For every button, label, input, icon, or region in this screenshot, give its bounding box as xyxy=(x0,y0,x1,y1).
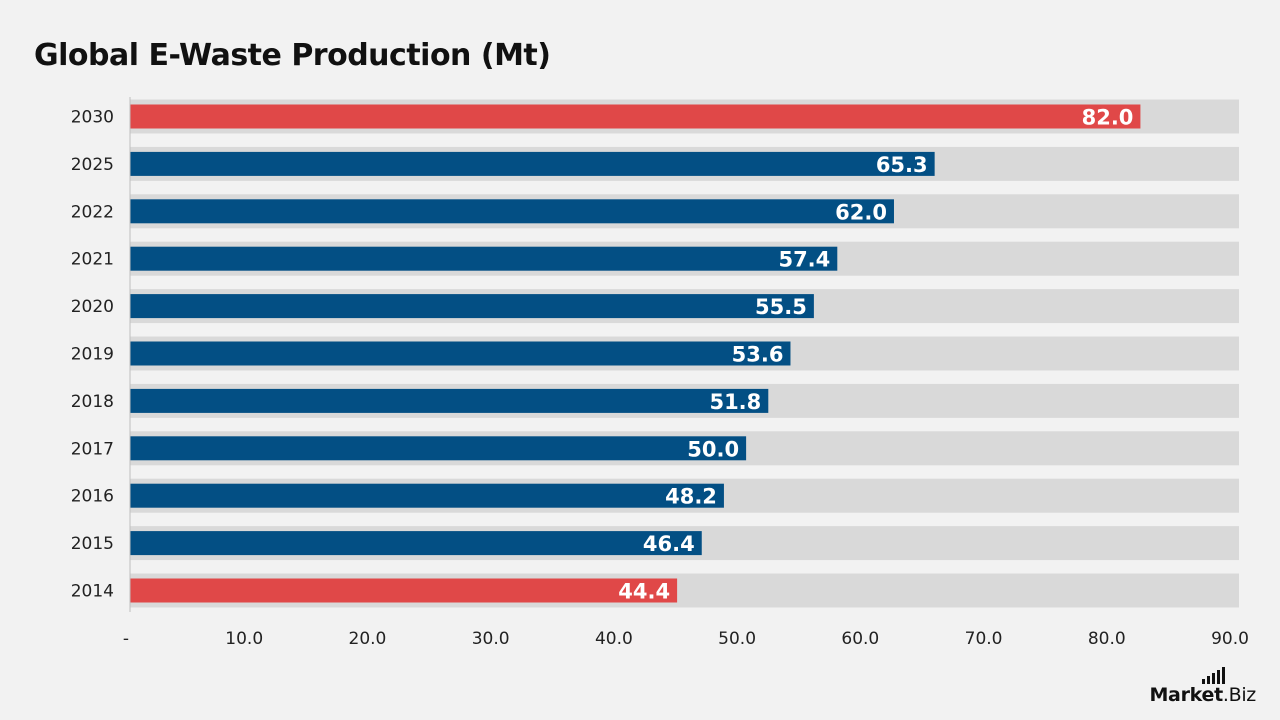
data-label-2030: 82.0 xyxy=(1082,106,1134,130)
bar-2018 xyxy=(130,388,769,413)
category-label-2021: 2021 xyxy=(71,250,114,270)
data-label-2022: 62.0 xyxy=(835,200,887,224)
bar-2014 xyxy=(130,578,678,603)
data-label-2014: 44.4 xyxy=(618,580,670,604)
x-tick-label-40-0: 40.0 xyxy=(595,629,633,649)
category-label-2025: 2025 xyxy=(71,155,114,175)
bar-2019 xyxy=(130,341,791,366)
data-label-2020: 55.5 xyxy=(755,295,807,319)
bar-2030 xyxy=(130,104,1141,129)
data-label-2017: 50.0 xyxy=(687,437,739,461)
bar-2016 xyxy=(130,483,724,508)
bar-2020 xyxy=(130,294,814,319)
bar-2021 xyxy=(130,246,838,271)
logo-suffix: .Biz xyxy=(1222,684,1256,706)
data-label-2019: 53.6 xyxy=(732,343,784,367)
data-label-2018: 51.8 xyxy=(709,390,761,414)
category-label-2022: 2022 xyxy=(71,202,114,222)
category-label-2019: 2019 xyxy=(71,345,114,365)
data-label-2015: 46.4 xyxy=(643,532,695,556)
x-tick-label-90-0: 90.0 xyxy=(1211,629,1249,649)
x-tick-label-30-0: 30.0 xyxy=(472,629,510,649)
category-label-2030: 2030 xyxy=(71,108,114,128)
marketbiz-logo: Market.Biz xyxy=(1149,667,1256,706)
logo-name: Market xyxy=(1149,684,1223,706)
chart-title: Global E-Waste Production (Mt) xyxy=(34,38,551,73)
bar-2022 xyxy=(130,199,894,224)
bar-2015 xyxy=(130,531,702,556)
category-label-2016: 2016 xyxy=(71,487,114,507)
data-label-2021: 57.4 xyxy=(778,248,830,272)
bar-2017 xyxy=(130,436,747,461)
x-tick-label-60-0: 60.0 xyxy=(841,629,879,649)
x-tick-label-zero: - xyxy=(123,629,129,649)
logo-wordmark: Market.Biz xyxy=(1149,667,1256,706)
data-label-2016: 48.2 xyxy=(665,485,717,509)
category-label-2018: 2018 xyxy=(71,392,114,412)
x-tick-label-70-0: 70.0 xyxy=(965,629,1003,649)
logo-bars-icon xyxy=(1202,667,1225,684)
x-tick-label-80-0: 80.0 xyxy=(1088,629,1126,649)
bar-2025 xyxy=(130,151,935,176)
category-label-2014: 2014 xyxy=(71,582,114,602)
x-tick-label-20-0: 20.0 xyxy=(349,629,387,649)
category-label-2020: 2020 xyxy=(71,297,114,317)
category-label-2015: 2015 xyxy=(71,534,114,554)
x-tick-label-10-0: 10.0 xyxy=(225,629,263,649)
category-label-2017: 2017 xyxy=(71,439,114,459)
x-tick-label-50-0: 50.0 xyxy=(718,629,756,649)
data-label-2025: 65.3 xyxy=(876,153,928,177)
